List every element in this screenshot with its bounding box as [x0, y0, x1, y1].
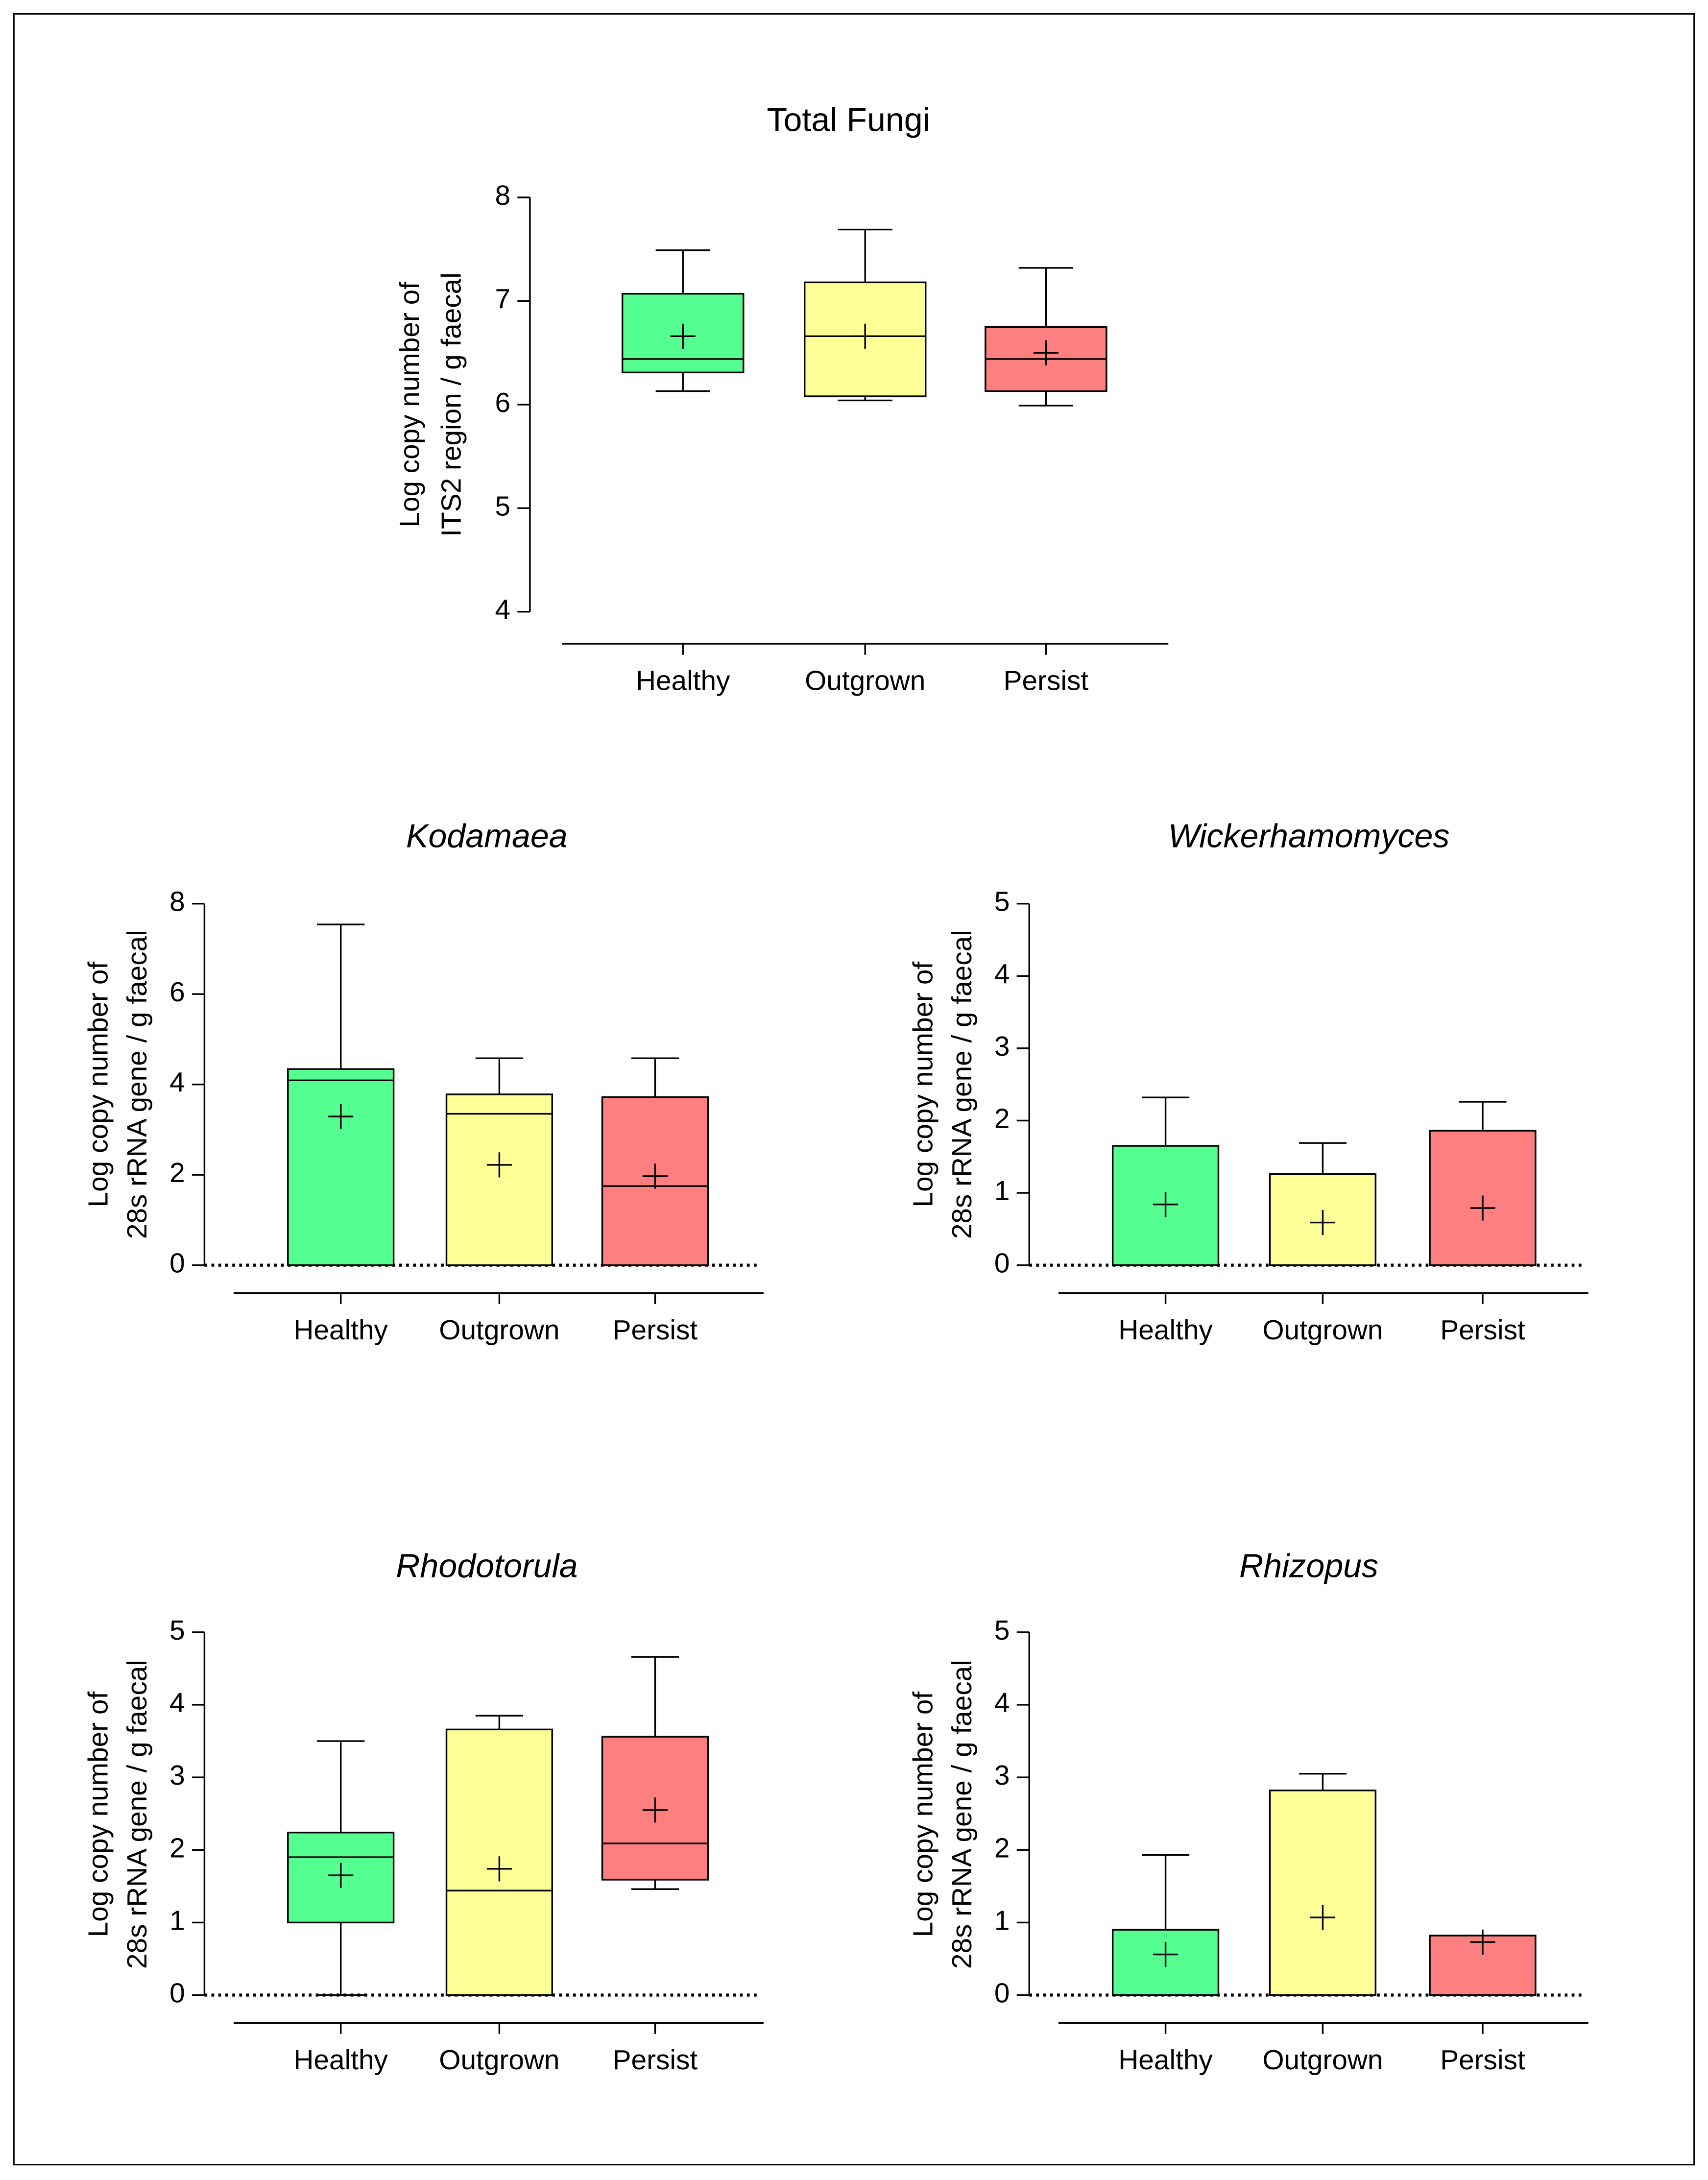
y-axis-label: Log copy number of: [83, 1692, 114, 1938]
y-tick-label: 5: [169, 1615, 185, 1646]
x-tick-label: Healthy: [293, 2045, 388, 2076]
mean-marker: [670, 323, 696, 349]
frame: [13, 13, 1695, 2166]
y-axis-label: Log copy number of: [395, 282, 426, 528]
y-axis-label: 28s rRNA gene / g faecal: [122, 1660, 153, 1969]
y-tick-label: 4: [169, 1067, 185, 1098]
x-tick-label: Persist: [613, 1315, 698, 1346]
box: [1111, 1145, 1220, 1266]
y-tick-label: 1: [169, 1905, 185, 1936]
box: [287, 1068, 395, 1266]
y-tick-label: 4: [994, 959, 1010, 990]
y-tick-label: 0: [169, 1978, 185, 2009]
x-tick-label: Outgrown: [1262, 1315, 1383, 1346]
mean-marker: [1033, 340, 1058, 365]
y-tick-label: 2: [169, 1158, 185, 1188]
y-tick-label: 3: [994, 1760, 1010, 1791]
chart-title: Rhizopus: [1239, 1547, 1378, 1584]
y-axis-label: Log copy number of: [908, 962, 938, 1208]
y-tick-label: 0: [994, 1248, 1010, 1279]
y-tick-label: 2: [994, 1833, 1010, 1864]
x-tick-label: Healthy: [293, 1315, 388, 1346]
mean-marker: [486, 1856, 512, 1882]
mean-marker: [328, 1104, 354, 1129]
x-tick-label: Healthy: [636, 665, 730, 696]
mean-marker: [642, 1163, 668, 1189]
y-tick-label: 0: [994, 1978, 1010, 2009]
mean-marker: [1470, 1929, 1495, 1955]
mean-marker: [642, 1797, 668, 1823]
x-tick-label: Persist: [1440, 1315, 1525, 1346]
y-tick-label: 1: [994, 1905, 1010, 1936]
y-tick-label: 8: [169, 887, 185, 918]
box: [1269, 1790, 1377, 1996]
y-tick-label: 5: [994, 1615, 1010, 1646]
y-tick-label: 5: [495, 491, 511, 522]
y-axis-label: Log copy number of: [83, 962, 114, 1208]
x-tick-label: Persist: [1440, 2045, 1525, 2076]
y-tick-label: 5: [994, 887, 1010, 918]
chart-title: Wickerhamomyces: [1168, 817, 1450, 854]
y-tick-label: 4: [169, 1688, 185, 1719]
mean-marker: [1310, 1905, 1335, 1930]
mean-marker: [1153, 1942, 1179, 1967]
x-tick-label: Outgrown: [1262, 2045, 1383, 2076]
y-tick-label: 2: [994, 1103, 1010, 1134]
y-axis-label: 28s rRNA gene / g faecal: [947, 930, 978, 1239]
mean-marker: [486, 1152, 512, 1178]
mean-marker: [1153, 1192, 1179, 1217]
y-tick-label: 7: [495, 284, 511, 315]
y-axis-label: 28s rRNA gene / g faecal: [122, 930, 153, 1239]
y-tick-label: 6: [169, 977, 185, 1008]
x-tick-label: Healthy: [1118, 2045, 1213, 2076]
x-tick-label: Outgrown: [805, 665, 925, 696]
x-tick-label: Persist: [1004, 665, 1089, 696]
mean-marker: [1310, 1210, 1335, 1235]
y-tick-label: 0: [169, 1248, 185, 1279]
y-tick-label: 3: [994, 1031, 1010, 1062]
y-axis-label: Log copy number of: [908, 1692, 938, 1938]
y-axis-label: ITS2 region / g faecal: [436, 272, 467, 536]
chart-title: Rhodotorula: [396, 1547, 577, 1584]
y-tick-label: 2: [169, 1833, 185, 1864]
box: [445, 1093, 553, 1266]
x-tick-label: Outgrown: [439, 2045, 559, 2076]
y-tick-label: 8: [495, 180, 511, 211]
x-tick-label: Persist: [613, 2045, 698, 2076]
x-tick-label: Outgrown: [439, 1315, 559, 1346]
y-tick-label: 4: [994, 1688, 1010, 1719]
mean-marker: [1470, 1195, 1495, 1221]
y-tick-label: 1: [994, 1176, 1010, 1207]
mean-marker: [328, 1863, 354, 1888]
y-tick-label: 3: [169, 1760, 185, 1791]
x-tick-label: Healthy: [1118, 1315, 1213, 1346]
chart-title: Total Fungi: [767, 101, 930, 139]
y-axis-label: 28s rRNA gene / g faecal: [947, 1660, 978, 1969]
y-tick-label: 4: [495, 595, 511, 626]
chart-title: Kodamaea: [406, 817, 568, 854]
mean-marker: [852, 323, 878, 349]
y-tick-label: 6: [495, 388, 511, 418]
